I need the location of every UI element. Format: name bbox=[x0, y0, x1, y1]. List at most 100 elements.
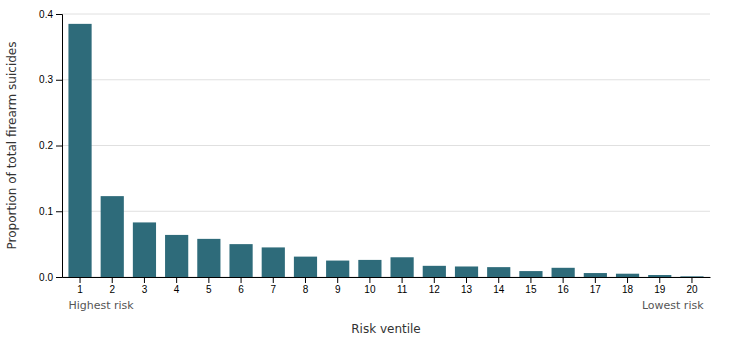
x-tick: 19 bbox=[654, 277, 666, 295]
x-tick-label: 9 bbox=[335, 284, 341, 295]
x-tick-mark bbox=[434, 277, 435, 283]
x-tick-label: 1 bbox=[77, 284, 83, 295]
bar bbox=[229, 244, 252, 277]
bar bbox=[423, 266, 446, 277]
x-tick: 20 bbox=[686, 277, 698, 295]
y-tick: 0.3 bbox=[39, 74, 62, 85]
y-tick-mark bbox=[56, 80, 62, 81]
x-axis-title: Risk ventile bbox=[351, 322, 421, 336]
x-tick-mark bbox=[176, 277, 177, 283]
x-tick: 9 bbox=[335, 277, 341, 295]
y-axis: 0.0 0.1 0.2 0.3 0.4 bbox=[39, 9, 62, 283]
x-tick: 4 bbox=[174, 277, 180, 295]
x-tick-label: 4 bbox=[174, 284, 180, 295]
x-tick-mark bbox=[337, 277, 338, 283]
y-tick-mark bbox=[56, 211, 62, 212]
x-tick-mark bbox=[144, 277, 145, 283]
bar bbox=[326, 261, 349, 277]
x-tick-label: 8 bbox=[303, 284, 309, 295]
x-tick-mark bbox=[498, 277, 499, 283]
x-tick-mark bbox=[563, 277, 564, 283]
y-tick-mark bbox=[56, 277, 62, 278]
bar bbox=[197, 239, 220, 277]
x-tick-label: 3 bbox=[142, 284, 148, 295]
x-tick-label: 12 bbox=[429, 284, 441, 295]
x-tick-mark bbox=[273, 277, 274, 283]
x-tick: 10 bbox=[364, 277, 376, 295]
x-tick-label: 5 bbox=[206, 284, 212, 295]
x-tick-mark bbox=[627, 277, 628, 283]
grid-line bbox=[62, 79, 710, 80]
bar bbox=[391, 257, 414, 277]
x-tick: 2 bbox=[109, 277, 115, 295]
y-tick-mark bbox=[56, 146, 62, 147]
annotation: Highest risk bbox=[68, 299, 134, 312]
x-axis-line bbox=[63, 277, 711, 278]
x-tick-label: 13 bbox=[461, 284, 473, 295]
x-tick-label: 14 bbox=[493, 284, 505, 295]
y-tick-label: 0.4 bbox=[39, 9, 53, 20]
x-tick-mark bbox=[241, 277, 242, 283]
x-axis: 1234567891011121314151617181920 bbox=[63, 277, 711, 295]
grid-line bbox=[62, 145, 710, 146]
bar bbox=[455, 266, 478, 277]
bar bbox=[358, 260, 381, 277]
y-tick: 0.1 bbox=[39, 206, 62, 217]
x-tick-label: 16 bbox=[558, 284, 570, 295]
x-tick: 12 bbox=[429, 277, 441, 295]
chart: 0.00.10.20.30.41234567891011121314151617… bbox=[0, 0, 730, 349]
x-tick-label: 15 bbox=[525, 284, 537, 295]
bar bbox=[294, 257, 317, 277]
x-tick-label: 17 bbox=[590, 284, 602, 295]
y-tick: 0.4 bbox=[39, 9, 62, 20]
y-tick: 0.0 bbox=[39, 272, 62, 283]
bar bbox=[680, 276, 703, 277]
y-axis-line bbox=[56, 15, 63, 278]
x-tick: 1 bbox=[77, 277, 83, 295]
x-tick-mark bbox=[691, 277, 692, 283]
x-tick-label: 10 bbox=[364, 284, 376, 295]
x-tick-mark bbox=[659, 277, 660, 283]
y-tick-label: 0.1 bbox=[39, 206, 53, 217]
x-tick-label: 20 bbox=[686, 284, 698, 295]
y-tick-label: 0.2 bbox=[39, 140, 53, 151]
y-tick: 0.2 bbox=[39, 140, 62, 151]
x-tick: 17 bbox=[590, 277, 602, 295]
x-tick: 18 bbox=[622, 277, 634, 295]
grid-line bbox=[62, 211, 710, 212]
x-tick-label: 7 bbox=[270, 284, 276, 295]
bar bbox=[133, 222, 156, 277]
x-tick-mark bbox=[305, 277, 306, 283]
bar bbox=[519, 271, 542, 277]
bar bbox=[68, 24, 91, 277]
grid bbox=[62, 14, 710, 277]
y-tick-label: 0.3 bbox=[39, 74, 53, 85]
bar bbox=[616, 274, 639, 277]
y-axis-title: Proportion of total firearm suicides bbox=[5, 42, 19, 250]
bar bbox=[262, 247, 285, 277]
grid-line bbox=[62, 277, 710, 278]
grid-line bbox=[62, 14, 710, 15]
bars bbox=[68, 24, 703, 277]
bar bbox=[648, 275, 671, 277]
x-tick: 5 bbox=[206, 277, 212, 295]
bar bbox=[165, 235, 188, 277]
x-tick-mark bbox=[402, 277, 403, 283]
y-tick-mark bbox=[56, 14, 62, 15]
x-tick: 14 bbox=[493, 277, 505, 295]
x-tick-label: 11 bbox=[397, 284, 408, 295]
x-tick: 8 bbox=[303, 277, 309, 295]
plot: 0.00.10.20.30.41234567891011121314151617… bbox=[39, 9, 710, 312]
x-tick: 13 bbox=[461, 277, 473, 295]
x-tick: 11 bbox=[397, 277, 408, 295]
bar bbox=[101, 196, 124, 277]
x-tick-mark bbox=[466, 277, 467, 283]
x-tick-label: 18 bbox=[622, 284, 634, 295]
x-tick: 16 bbox=[558, 277, 570, 295]
x-tick-label: 6 bbox=[238, 284, 244, 295]
x-tick-mark bbox=[369, 277, 370, 283]
x-tick: 7 bbox=[270, 277, 276, 295]
x-tick: 6 bbox=[238, 277, 244, 295]
x-tick-mark bbox=[112, 277, 113, 283]
x-tick: 3 bbox=[142, 277, 148, 295]
